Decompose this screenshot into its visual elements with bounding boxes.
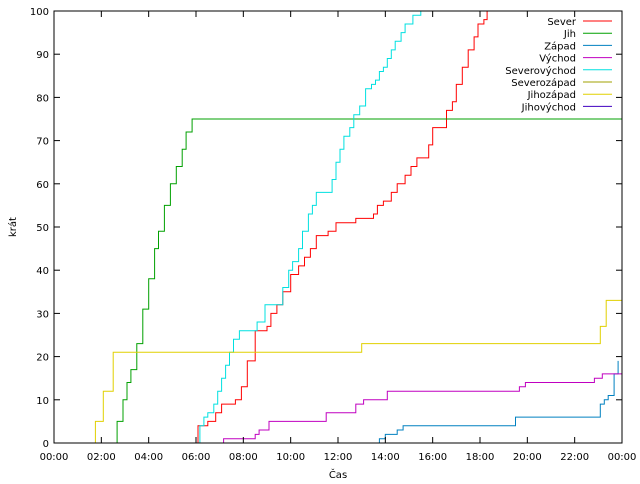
x-tick-label: 08:00 [229, 452, 258, 463]
legend-label: Východ [539, 53, 576, 65]
x-tick-label: 04:00 [134, 452, 163, 463]
x-tick-label: 22:00 [560, 452, 589, 463]
legend-label: Západ [544, 40, 576, 52]
y-tick-label: 70 [36, 137, 49, 148]
y-axis-label: krát [7, 217, 19, 237]
x-tick-label: 06:00 [182, 452, 211, 463]
y-tick-label: 0 [43, 439, 49, 450]
series-line-severovýchod [198, 11, 422, 444]
y-tick-label: 10 [36, 396, 49, 407]
y-tick-label: 50 [36, 223, 49, 234]
x-axis: 00:00 02:00 04:00 06:00 08:00 10:00 12:00 14:00… [40, 11, 637, 463]
legend-label: Severovýchod [505, 65, 576, 77]
series-line-západ [377, 360, 619, 444]
x-tick-label: 12:00 [324, 452, 353, 463]
legend-label: Jihozápad [527, 89, 576, 101]
y-tick-label: 60 [36, 180, 49, 191]
y-tick-label: 90 [36, 50, 49, 61]
series-line-jih [111, 118, 622, 444]
x-tick-label: 00:00 [40, 452, 69, 463]
legend-label: Jihovýchod [521, 101, 576, 113]
y-tick-label: 30 [36, 309, 49, 320]
x-tick-label: 14:00 [371, 452, 400, 463]
x-tick-label: 16:00 [418, 452, 447, 463]
x-tick-label: 18:00 [466, 452, 495, 463]
legend-label: Jih [563, 29, 576, 40]
y-tick-label: 100 [30, 7, 49, 18]
plot-series-layer [91, 11, 622, 444]
series-line-sever [195, 11, 488, 444]
x-axis-label: Čas [329, 468, 347, 480]
series-line-východ [221, 373, 622, 444]
legend-label: Sever [547, 17, 577, 28]
y-tick-label: 20 [36, 353, 49, 364]
y-tick-label: 80 [36, 93, 49, 104]
x-tick-label: 20:00 [513, 452, 542, 463]
series-line-jihozápad [91, 299, 622, 444]
y-tick-label: 40 [36, 266, 49, 277]
x-tick-label: 02:00 [87, 452, 116, 463]
y-axis: 0 10 20 30 40 50 60 70 80 90 100 [30, 7, 622, 450]
x-tick-label: 00:00 [608, 452, 637, 463]
x-tick-label: 10:00 [276, 452, 305, 463]
legend: SeverJihZápadVýchodSeverovýchodSeverozáp… [505, 17, 612, 113]
legend-label: Severozápad [511, 77, 576, 89]
